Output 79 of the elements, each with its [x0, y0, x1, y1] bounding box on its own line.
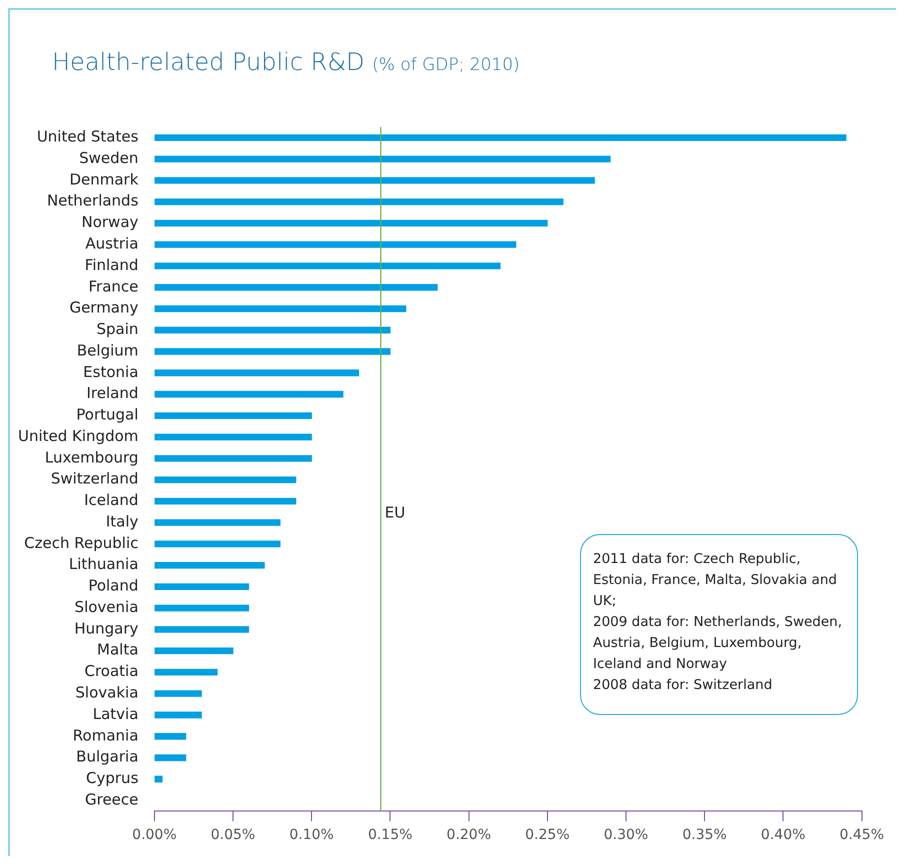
y-tick-label: Romania [72, 726, 138, 744]
chart-title: Health-related Public R&D [52, 48, 365, 76]
y-tick-label: Belgium [76, 341, 138, 360]
y-tick-label: Czech Republic [24, 534, 138, 552]
y-tick-label: Lithuania [68, 555, 138, 574]
bar [154, 583, 250, 590]
bar [154, 668, 218, 676]
chart-subtitle: (% of GDP; 2010) [372, 55, 520, 75]
bar [154, 198, 564, 206]
y-tick-label: Netherlands [46, 192, 139, 210]
bar [154, 476, 296, 484]
y-tick-label: Croatia [84, 662, 138, 680]
y-tick-label: Greece [84, 790, 138, 808]
y-tick-label: Sweden [79, 148, 138, 167]
annotation: 2011 data for: Czech Republic, Estonia, France, Malta, Slovakia and UK; [593, 550, 838, 611]
y-tick-label: Estonia [83, 362, 138, 381]
bar [154, 776, 163, 782]
y-tick-label: Germany [69, 298, 139, 317]
bar [154, 412, 312, 419]
bar [154, 348, 391, 355]
y-tick-label: Latvia [92, 704, 138, 723]
y-tick-label: Finland [84, 256, 138, 274]
bar [154, 262, 501, 270]
y-tick-label: Malta [97, 640, 138, 659]
y-tick-label: United Kingdom [18, 426, 138, 445]
x-tick-label: 0.15% [368, 827, 412, 844]
bar [154, 455, 312, 462]
y-tick-label: Cyprus [86, 769, 139, 788]
x-tick-label: 0.00% [132, 827, 177, 844]
bar [154, 712, 202, 718]
bar [154, 177, 595, 184]
bar [154, 390, 344, 398]
y-tick-label: United States [36, 128, 139, 146]
x-tick-label: 0.45% [840, 827, 884, 844]
y-tick-label: Austria [85, 234, 138, 252]
y-tick-label: Norway [81, 213, 139, 232]
x-tick-label: 0.25% [525, 827, 570, 844]
bar [154, 690, 202, 697]
bar [154, 284, 438, 291]
bar [154, 754, 186, 762]
bar [154, 733, 186, 740]
x-tick-label: 0.10% [289, 827, 334, 844]
bar [154, 562, 265, 569]
y-tick-label: Slovakia [75, 683, 138, 702]
bar [154, 648, 234, 654]
y-tick-label: France [88, 277, 138, 296]
bar [154, 626, 250, 633]
annotation: 2009 data for: Netherlands, Sweden, Austria, Belgium, Luxembourg, Iceland and Norway [593, 613, 844, 674]
bar [154, 604, 250, 612]
y-tick-label: Denmark [69, 170, 139, 188]
bar [154, 540, 280, 548]
bar [154, 220, 548, 227]
bar [154, 519, 280, 526]
bar [154, 370, 360, 376]
y-tick-label: Bulgaria [76, 748, 138, 766]
y-tick-label: Italy [106, 512, 139, 530]
y-tick-label: Luxembourg [44, 448, 138, 466]
y-tick-label: Iceland [84, 491, 138, 510]
x-tick-label: 0.05% [210, 827, 256, 844]
bar [154, 156, 611, 162]
y-tick-label: Slovenia [74, 598, 138, 616]
bar [154, 434, 312, 440]
x-tick-label: 0.40% [760, 827, 806, 844]
ref-line-label: EU [384, 503, 406, 522]
bar [154, 326, 391, 334]
bar [154, 498, 296, 504]
x-tick-label: 0.35% [682, 827, 727, 844]
y-tick-label: Hungary [74, 619, 139, 638]
annotation: 2008 data for: Switzerland [593, 676, 774, 695]
y-tick-label: Ireland [86, 384, 138, 402]
y-tick-label: Spain [96, 320, 138, 338]
y-tick-label: Portugal [76, 406, 138, 424]
bar [154, 305, 406, 312]
y-tick-label: Switzerland [50, 470, 138, 488]
bar [154, 134, 846, 142]
bar [154, 241, 516, 248]
x-tick-label: 0.20% [446, 827, 492, 844]
x-tick-label: 0.30% [604, 827, 648, 844]
y-tick-label: Poland [88, 576, 138, 595]
